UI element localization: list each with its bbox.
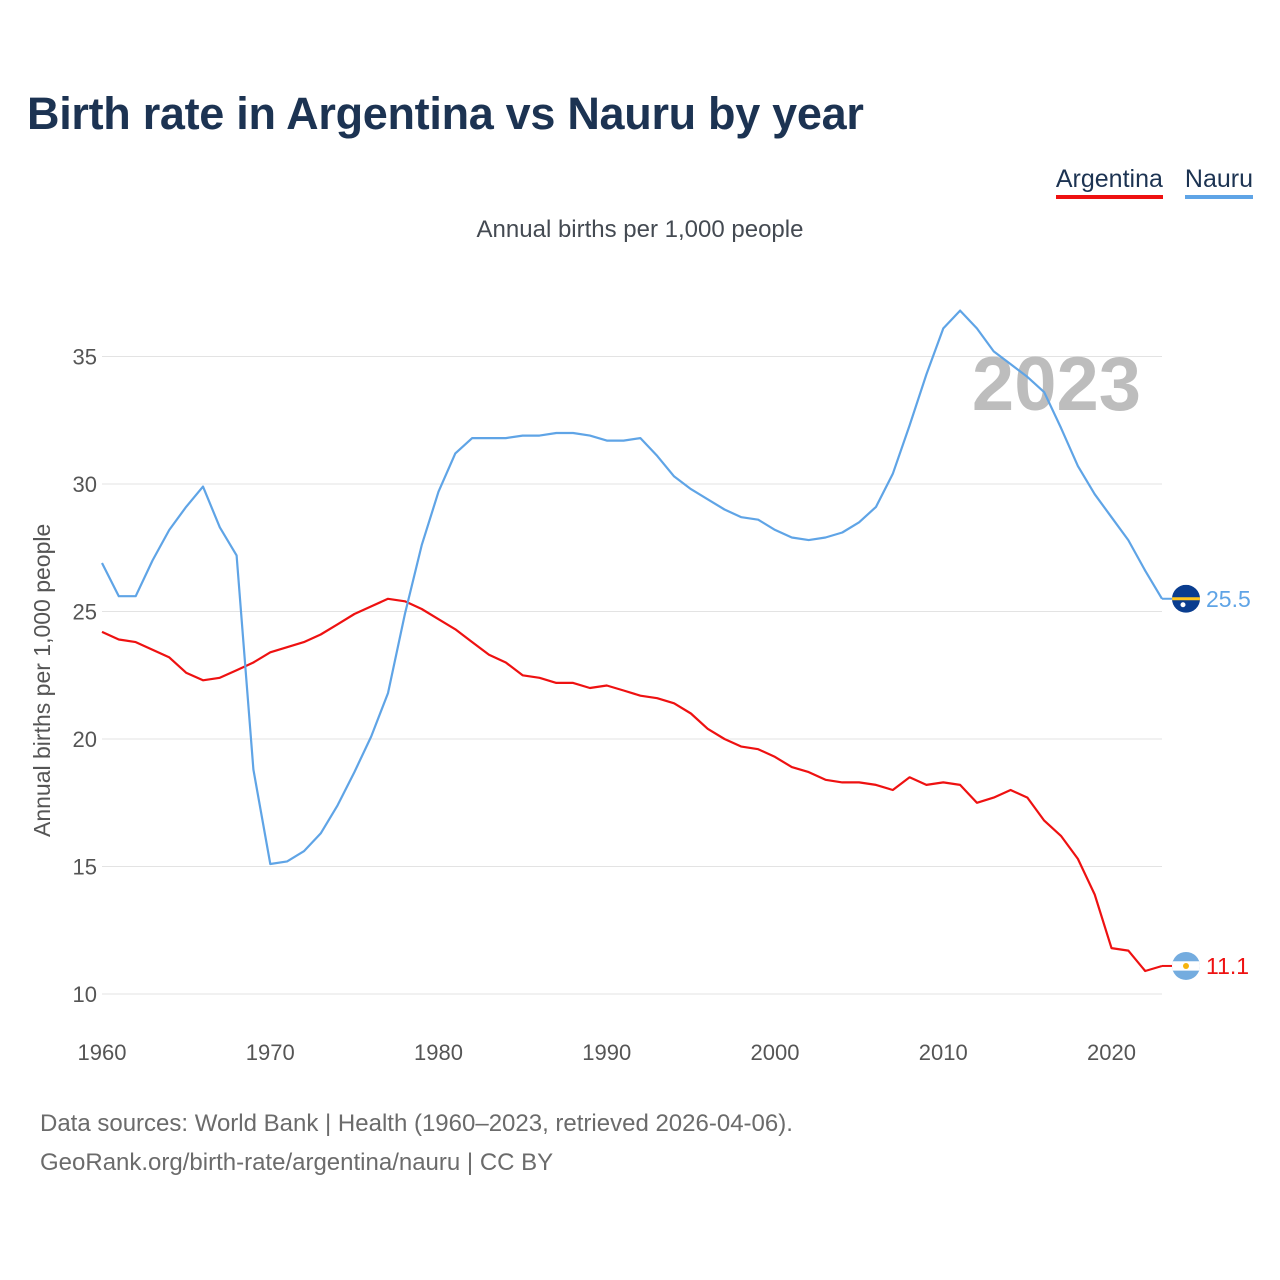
source-url[interactable]: GeoRank.org/birth-rate/argentina/nauru |… <box>40 1149 554 1176</box>
y-tick-label-30: 30 <box>73 472 97 497</box>
x-tick-label-2020: 2020 <box>1087 1040 1136 1065</box>
end-value-label-nauru: 25.5 <box>1206 586 1251 612</box>
y-tick-label-35: 35 <box>73 345 97 370</box>
legend: Argentina Nauru <box>1055 164 1253 199</box>
y-tick-label-25: 25 <box>73 600 97 625</box>
legend-item-argentina[interactable]: Argentina <box>1055 164 1163 199</box>
legend-item-nauru[interactable]: Nauru <box>1184 164 1253 199</box>
x-tick-label-1980: 1980 <box>414 1040 463 1065</box>
y-tick-label-10: 10 <box>73 982 97 1007</box>
x-tick-label-1990: 1990 <box>582 1040 631 1065</box>
series-line-nauru <box>101 309 1163 866</box>
series-line-argentina <box>101 597 1163 973</box>
x-tick-label-1970: 1970 <box>246 1040 295 1065</box>
x-tick-label-2010: 2010 <box>919 1040 968 1065</box>
data-sources: Data sources: World Bank | Health (1960–… <box>40 1110 793 1137</box>
chart-title: Birth rate in Argentina vs Nauru by year <box>27 88 864 139</box>
end-value-label-argentina: 11.1 <box>1206 953 1249 979</box>
chart-subtitle: Annual births per 1,000 people <box>476 216 804 243</box>
flag-nauru-icon <box>1172 584 1200 613</box>
y-axis-label: Annual births per 1,000 people <box>29 524 55 837</box>
flag-argentina-icon <box>1172 951 1200 980</box>
x-tick-label-1960: 1960 <box>78 1040 127 1065</box>
x-tick-label-2000: 2000 <box>751 1040 800 1065</box>
footer: Data sources: World Bank | Health (1960–… <box>40 1104 793 1182</box>
y-tick-label-15: 15 <box>73 855 97 880</box>
y-tick-label-20: 20 <box>73 727 97 752</box>
